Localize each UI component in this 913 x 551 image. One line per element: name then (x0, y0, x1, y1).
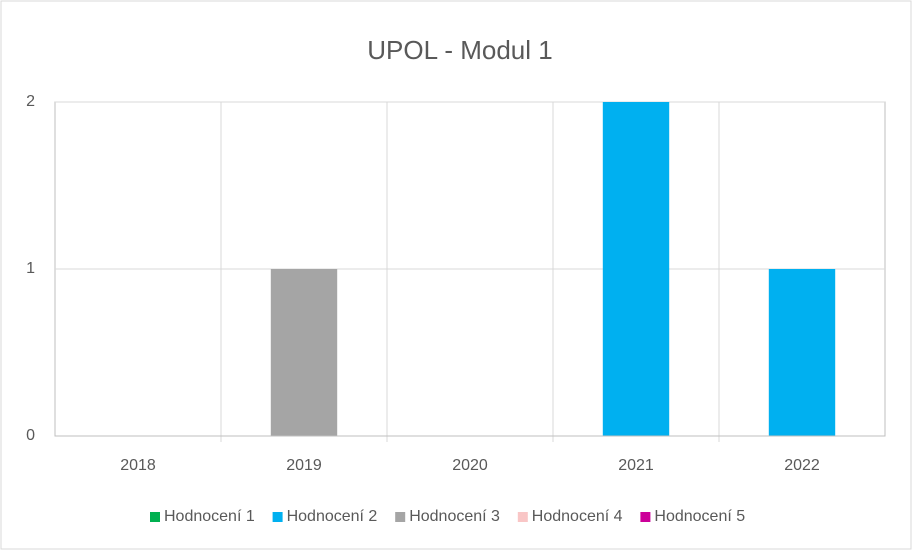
y-tick-label: 0 (26, 427, 35, 444)
legend-label: Hodnocení 3 (409, 508, 500, 525)
legend-swatch (517, 512, 528, 522)
chart-title: UPOL - Modul 1 (367, 35, 552, 65)
x-tick-label: 2021 (618, 457, 654, 474)
bar (602, 102, 670, 436)
legend-label: Hodnocení 4 (532, 508, 623, 525)
x-tick-label: 2019 (286, 457, 322, 474)
legend-swatch (272, 512, 283, 522)
y-tick-label: 1 (26, 260, 35, 277)
legend-label: Hodnocení 1 (164, 508, 255, 525)
legend-label: Hodnocení 5 (654, 508, 745, 525)
legend-swatch (150, 512, 160, 522)
y-tick-label: 2 (26, 93, 35, 110)
bar (768, 269, 836, 436)
legend-swatch (395, 512, 406, 522)
legend-label: Hodnocení 2 (287, 508, 378, 525)
x-tick-label: 2020 (452, 457, 488, 474)
bar (270, 269, 338, 436)
x-tick-label: 2022 (784, 457, 820, 474)
x-tick-label: 2018 (120, 457, 156, 474)
legend-swatch (640, 512, 651, 522)
